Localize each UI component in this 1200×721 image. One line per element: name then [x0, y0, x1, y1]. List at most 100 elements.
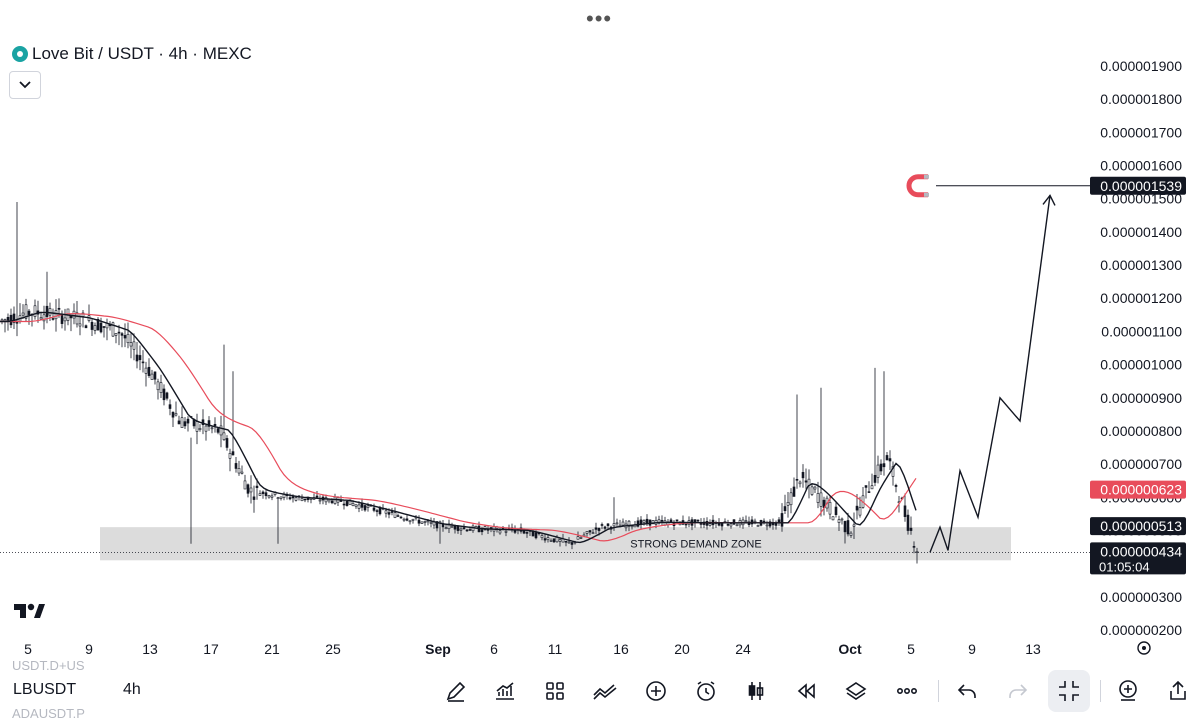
candle-body — [570, 542, 574, 545]
candle-body — [450, 526, 454, 528]
candle-body — [882, 463, 886, 468]
candle-body — [840, 518, 844, 521]
chart-type-icon[interactable] — [490, 676, 520, 706]
candle-body — [804, 480, 808, 483]
candle-body — [855, 505, 859, 511]
candle-body — [888, 458, 892, 462]
candle-body — [132, 341, 136, 350]
candle-body — [534, 532, 538, 539]
symbol-logo-icon — [12, 46, 28, 62]
candle-body — [234, 463, 238, 469]
candle-body — [831, 516, 835, 521]
candle-body — [762, 520, 766, 523]
candle-body — [267, 495, 271, 498]
candle-body — [444, 527, 448, 530]
candle-body — [567, 541, 571, 544]
candle-body — [576, 536, 580, 540]
more-icon[interactable] — [892, 676, 922, 706]
price-tick-label: 0.000001800 — [1100, 91, 1182, 107]
candle-body — [177, 420, 181, 425]
candle-body — [603, 526, 607, 529]
candle-body — [45, 305, 49, 317]
fullscreen-exit-icon[interactable] — [1048, 670, 1090, 712]
candle-body — [225, 438, 229, 448]
candle-body — [660, 519, 664, 522]
time-tick-label: 24 — [735, 641, 751, 657]
redo-icon[interactable] — [1003, 676, 1033, 706]
candle-body — [423, 521, 427, 523]
demand-zone-label: STRONG DEMAND ZONE — [630, 539, 761, 551]
candle-body — [144, 367, 148, 374]
price-tick-label: 0.000001200 — [1100, 290, 1182, 306]
interval-selector[interactable]: 4h — [123, 681, 141, 698]
share-icon[interactable] — [1163, 676, 1193, 706]
more-dots-icon[interactable]: ••• — [586, 6, 613, 31]
candle-body — [795, 478, 799, 481]
time-tick-label: 13 — [1025, 641, 1041, 657]
candle-body — [93, 325, 97, 331]
axis-settings-icon[interactable] — [1137, 641, 1151, 655]
candle-body — [117, 331, 121, 334]
candle-body — [318, 499, 322, 502]
candle-body — [426, 520, 430, 523]
ghost-symbol-below: ADAUSDT.P — [12, 706, 85, 721]
candle-body — [78, 323, 82, 327]
indicators-icon[interactable] — [540, 676, 570, 706]
price-chart[interactable]: STRONG DEMAND ZONE 0.000001900 0.00000180… — [0, 0, 1200, 664]
candle-body — [657, 519, 661, 524]
magnet-tip — [924, 174, 929, 179]
alert-clock-icon[interactable] — [691, 676, 721, 706]
magnet-icon[interactable] — [906, 174, 929, 198]
drawing-tools-icon[interactable] — [590, 676, 620, 706]
candle-body — [591, 532, 595, 534]
chart-title[interactable]: Love Bit / USDT · 4h · MEXC — [12, 44, 252, 64]
symbol-name[interactable]: LBUSDT — [13, 681, 77, 698]
candle-body — [765, 524, 769, 527]
candle-body — [375, 510, 379, 512]
candle-body — [345, 501, 349, 506]
replay-icon[interactable] — [791, 676, 821, 706]
add-icon[interactable] — [641, 676, 671, 706]
candle-body — [552, 538, 556, 543]
time-tick-label: 9 — [968, 641, 976, 657]
pencil-icon[interactable] — [441, 676, 471, 706]
candle-body — [207, 420, 211, 427]
candle-body — [843, 521, 847, 533]
candle-body — [768, 521, 772, 527]
candle-body — [228, 453, 232, 459]
zoom-in-icon[interactable] — [1113, 676, 1143, 706]
candle-body — [612, 523, 616, 527]
price-tag-box — [1090, 542, 1186, 575]
candle-body — [387, 512, 391, 515]
moving-averages — [0, 311, 917, 544]
candle-body — [195, 421, 199, 432]
candle-body — [84, 325, 88, 329]
candle-body — [600, 524, 604, 526]
candles-icon[interactable] — [741, 676, 771, 706]
candle-body — [867, 491, 871, 493]
candle-body — [915, 551, 919, 553]
tradingview-logo-icon — [12, 600, 46, 625]
candle-body — [564, 540, 568, 543]
time-axis[interactable]: 5 9 13 17 21 25 Sep 6 11 16 20 24 Oct 5 9 13 — [24, 641, 1041, 657]
time-tick-label: 21 — [264, 641, 280, 657]
candle-body — [777, 519, 781, 523]
bar-countdown: 01:05:04 — [1099, 559, 1150, 574]
undo-icon[interactable] — [952, 676, 982, 706]
time-tick-label: 16 — [613, 641, 629, 657]
projection-arrowhead — [1042, 194, 1056, 206]
layers-icon[interactable] — [841, 676, 871, 706]
candle-body — [783, 506, 787, 512]
candle-body — [627, 520, 631, 527]
candle-body — [147, 366, 151, 376]
candle-body — [27, 310, 31, 315]
candle-body — [240, 471, 244, 474]
candle-body — [417, 519, 421, 524]
candle-body — [48, 308, 52, 316]
candle-body — [390, 511, 394, 513]
collapse-button[interactable] — [9, 71, 41, 99]
candle-body — [756, 525, 760, 527]
candle-body — [636, 520, 640, 527]
candle-body — [837, 519, 841, 523]
price-tag-box — [1090, 480, 1186, 499]
